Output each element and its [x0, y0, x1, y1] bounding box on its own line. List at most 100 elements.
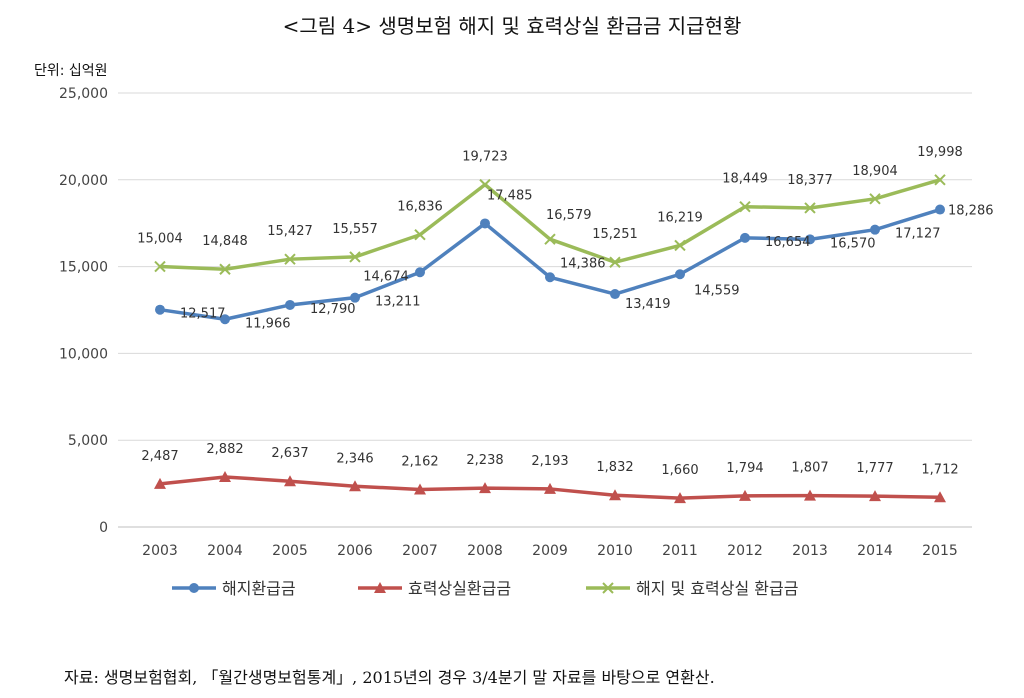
data-label: 12,790 [310, 302, 356, 317]
data-point [544, 233, 556, 245]
x-tick-label: 2012 [727, 543, 763, 559]
data-label: 1,660 [661, 463, 698, 478]
data-label: 18,449 [722, 172, 768, 187]
data-label: 14,848 [202, 234, 248, 249]
series-2 [154, 174, 946, 275]
data-label: 1,712 [921, 462, 958, 477]
x-axis-ticks: 2003 2004 2005 2006 2007 2008 2009 2010 2011 2012… [142, 543, 958, 559]
data-point [415, 267, 425, 278]
y-tick-label: 5,000 [68, 433, 108, 449]
data-point [869, 490, 881, 502]
legend: 해지환급금 효력상실환급금 해지 및 효력상실 환급금 [172, 579, 798, 598]
data-label: 1,794 [726, 461, 763, 476]
data-label: 14,674 [363, 269, 409, 284]
data-point [934, 174, 946, 186]
data-point [934, 491, 946, 503]
y-tick-label: 25,000 [59, 86, 108, 102]
data-point [284, 475, 296, 487]
legend-marker [189, 583, 199, 593]
x-tick-label: 2005 [272, 543, 308, 559]
data-point [219, 263, 231, 275]
series-0 [155, 204, 945, 325]
data-point [805, 234, 815, 245]
legend-label: 해지환급금 [222, 579, 296, 598]
x-tick-label: 2009 [532, 543, 568, 559]
data-point [545, 272, 555, 283]
data-point [804, 202, 816, 214]
data-point [739, 201, 751, 213]
data-point [674, 239, 686, 252]
data-point [674, 492, 686, 504]
data-label: 13,211 [375, 295, 421, 310]
data-point [349, 480, 361, 492]
x-tick-label: 2004 [207, 543, 243, 559]
x-tick-label: 2013 [792, 543, 828, 559]
legend-item: 효력상실환급금 [358, 579, 511, 598]
data-label: 16,579 [546, 208, 592, 223]
data-label: 2,238 [466, 453, 503, 468]
data-point [804, 489, 816, 501]
y-tick-label: 15,000 [59, 260, 108, 276]
legend-marker [602, 582, 614, 594]
data-point [285, 299, 295, 310]
legend-marker [374, 582, 386, 593]
data-point [480, 218, 490, 229]
data-point [609, 489, 621, 501]
data-point [154, 260, 166, 273]
data-label: 2,193 [531, 454, 568, 469]
x-tick-label: 2010 [597, 543, 633, 559]
data-label: 15,004 [137, 232, 183, 247]
data-label: 16,219 [657, 210, 703, 225]
series-1 [154, 470, 946, 504]
data-point [479, 482, 491, 494]
data-label: 16,570 [830, 236, 876, 251]
data-point [610, 289, 620, 300]
data-point [414, 229, 426, 241]
y-tick-label: 20,000 [59, 173, 108, 189]
data-label: 2,487 [141, 449, 178, 464]
data-point [935, 204, 945, 215]
data-point [740, 232, 750, 243]
data-label: 2,162 [401, 454, 438, 469]
data-label: 1,807 [791, 461, 828, 476]
x-tick-label: 2008 [467, 543, 503, 559]
x-tick-label: 2007 [402, 543, 438, 559]
data-point [739, 489, 751, 501]
data-point [350, 292, 360, 303]
data-label: 14,559 [694, 283, 740, 298]
chart-title: <그림 4> 생명보험 해지 및 효력상실 환급금 지급현황 [282, 14, 742, 38]
data-label: 16,654 [765, 235, 811, 250]
data-point [349, 251, 361, 263]
data-label: 18,286 [948, 204, 994, 219]
x-tick-label: 2006 [337, 543, 373, 559]
x-tick-label: 2015 [922, 543, 958, 559]
y-tick-label: 0 [99, 520, 108, 536]
data-label: 2,637 [271, 446, 308, 461]
data-point [675, 269, 685, 280]
data-labels: 12,517 11,966 12,790 13,211 14,674 17,485 14,3… [137, 145, 993, 478]
data-label: 1,777 [856, 461, 893, 476]
data-point [869, 193, 881, 205]
grid-lines [118, 92, 972, 528]
data-point [414, 483, 426, 495]
data-label: 15,427 [267, 224, 313, 239]
x-tick-label: 2011 [662, 543, 698, 559]
data-label: 15,251 [592, 227, 638, 242]
source-footnote: 자료: 생명보험협회, 「월간생명보험통계」, 2015년의 경우 3/4분기 … [64, 668, 715, 687]
data-point [220, 314, 230, 325]
data-label: 12,517 [180, 307, 226, 322]
legend-item: 해지환급금 [172, 579, 296, 598]
data-label: 16,836 [397, 200, 443, 215]
data-label: 17,485 [487, 188, 533, 203]
data-label: 18,904 [852, 164, 898, 179]
legend-label: 효력상실환급금 [408, 579, 511, 598]
legend-label: 해지 및 효력상실 환급금 [636, 579, 798, 598]
data-label: 19,998 [917, 145, 963, 160]
data-point [284, 253, 296, 265]
x-tick-label: 2003 [142, 543, 178, 559]
data-point [219, 470, 231, 482]
unit-label: 단위: 십억원 [34, 63, 108, 79]
data-point [154, 477, 166, 489]
data-point [155, 304, 165, 315]
data-point [544, 482, 556, 494]
